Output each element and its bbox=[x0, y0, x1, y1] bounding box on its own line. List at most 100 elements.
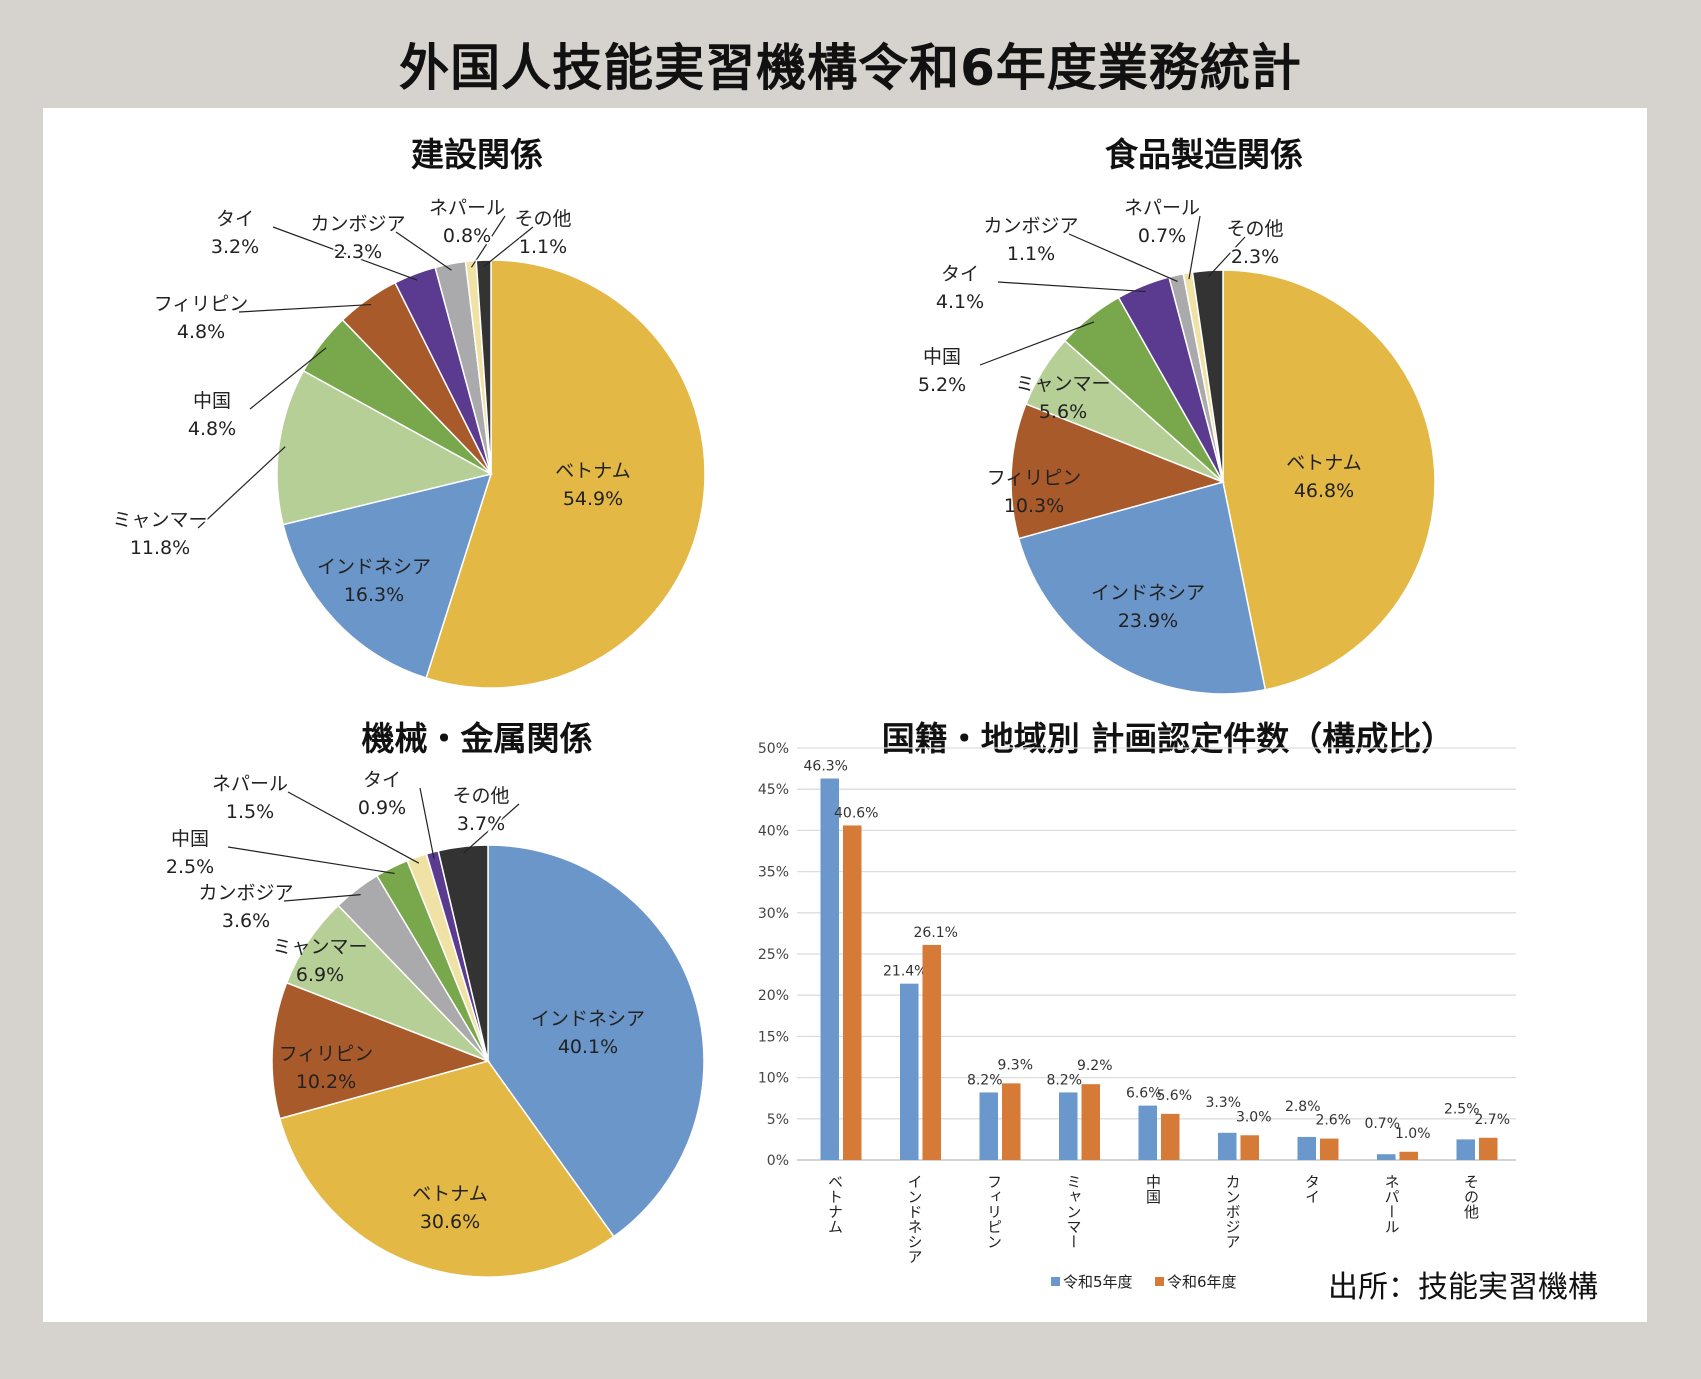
bar-r5 bbox=[1138, 1105, 1157, 1160]
pie-label-value: 23.9% bbox=[1118, 610, 1178, 632]
pie-label-name: インドネシア bbox=[1091, 582, 1205, 604]
bar-chart-title: 国籍・地域別 計画認定件数（構成比） bbox=[882, 719, 1455, 758]
x-category-label: その他 bbox=[1462, 1174, 1480, 1220]
bar-r5 bbox=[1456, 1139, 1475, 1160]
pie-label-value: 11.8% bbox=[130, 537, 190, 559]
pie-title-construction: 建設関係 bbox=[411, 135, 543, 174]
bar-r6 bbox=[1320, 1138, 1339, 1160]
legend-label: 令和5年度 bbox=[1063, 1273, 1133, 1291]
data-label: 46.3% bbox=[804, 758, 848, 774]
leader-line bbox=[249, 347, 327, 410]
x-category-label: タイ bbox=[1303, 1174, 1321, 1204]
pie-label-name: その他 bbox=[1226, 218, 1283, 240]
main-title: 外国人技能実習機構令和6年度業務統計 bbox=[399, 39, 1302, 97]
pie-label-name: ミャンマー bbox=[112, 509, 207, 531]
pie-label-name: フィリピン bbox=[279, 1043, 374, 1065]
pie-label-value: 46.8% bbox=[1294, 480, 1354, 502]
leader-line bbox=[979, 321, 1095, 366]
data-label: 2.5% bbox=[1444, 1101, 1480, 1117]
pie-slice bbox=[1017, 481, 1267, 695]
pie-label-name: インドネシア bbox=[531, 1008, 645, 1030]
bar-r6 bbox=[922, 944, 941, 1160]
x-category-label: カンボジア bbox=[1224, 1174, 1242, 1249]
data-label: 0.7% bbox=[1364, 1116, 1400, 1132]
source-note: 出所：技能実習機構 bbox=[1328, 1270, 1598, 1305]
bar-r6 bbox=[1002, 1083, 1021, 1160]
pie-label-value: 3.6% bbox=[222, 910, 270, 932]
leader-line bbox=[483, 226, 534, 268]
leader-line bbox=[395, 231, 452, 271]
pie-label-name: カンボジア bbox=[310, 213, 405, 235]
y-tick-label: 10% bbox=[758, 1071, 789, 1087]
pie-chart-1: ベトナム 46.8% インドネシア 23.9% フィリピン 10.3% ミャンマー 5.6% 中… bbox=[916, 195, 1436, 695]
bar-r5 bbox=[1377, 1154, 1396, 1160]
pie-label-value: 5.2% bbox=[918, 374, 966, 396]
data-label: 2.8% bbox=[1285, 1099, 1321, 1115]
leader-line bbox=[227, 846, 395, 875]
pie-slice bbox=[1010, 402, 1226, 540]
bar-r5 bbox=[1059, 1092, 1078, 1160]
y-tick-label: 15% bbox=[758, 1029, 789, 1045]
pie-label-value: 54.9% bbox=[563, 488, 623, 510]
bar-r6 bbox=[1399, 1151, 1418, 1160]
data-label: 9.2% bbox=[1077, 1058, 1113, 1074]
data-label: 3.0% bbox=[1236, 1109, 1272, 1125]
pie-label-name: 中国 bbox=[193, 390, 231, 412]
pie-label-name: フィリピン bbox=[987, 467, 1082, 489]
pie-label-value: 4.1% bbox=[936, 291, 984, 313]
pie-chart-2: インドネシア 40.1% ベトナム 30.6% フィリピン 10.2% ミャンマー 6.9% カ… bbox=[164, 767, 705, 1278]
legend-label: 令和6年度 bbox=[1167, 1273, 1237, 1291]
pie-label-value: 4.8% bbox=[177, 321, 225, 343]
x-category-label: インドネシア bbox=[906, 1174, 924, 1264]
pie-slice bbox=[282, 472, 493, 679]
bar-r5 bbox=[1218, 1132, 1237, 1160]
pie-label-value: 10.3% bbox=[1004, 495, 1064, 517]
data-label: 40.6% bbox=[834, 805, 878, 821]
pie-label-value: 0.7% bbox=[1138, 225, 1186, 247]
x-category-label: フィリピン bbox=[985, 1174, 1003, 1249]
pie-label-name: ネパール bbox=[429, 197, 505, 219]
pie-title-food: 食品製造関係 bbox=[1105, 135, 1303, 174]
data-label: 3.3% bbox=[1205, 1095, 1241, 1111]
pie-label-name: 中国 bbox=[923, 346, 961, 368]
y-tick-label: 5% bbox=[767, 1112, 789, 1128]
x-category-label: ネパール bbox=[1383, 1174, 1401, 1234]
pie-label-name: ベトナム bbox=[1286, 452, 1361, 474]
pie-slice bbox=[487, 844, 705, 1238]
y-tick-label: 35% bbox=[758, 865, 789, 881]
pie-label-name: カンボジア bbox=[198, 882, 293, 904]
pie-label-name: タイ bbox=[216, 208, 254, 230]
leader-line bbox=[997, 281, 1146, 293]
pie-title-machinery: 機械・金属関係 bbox=[362, 719, 593, 758]
leader-line bbox=[238, 303, 372, 313]
y-tick-label: 0% bbox=[767, 1153, 789, 1169]
pie-label-name: ベトナム bbox=[412, 1183, 487, 1205]
bar-r6 bbox=[843, 825, 862, 1160]
pie-label-value: 5.6% bbox=[1039, 401, 1087, 423]
data-label: 8.2% bbox=[1046, 1072, 1082, 1088]
pie-slice bbox=[437, 844, 489, 1062]
pie-label-name: ネパール bbox=[1124, 197, 1200, 219]
pie-slice bbox=[1222, 269, 1436, 691]
pie-label-value: 0.9% bbox=[358, 797, 406, 819]
leader-line bbox=[272, 226, 418, 281]
y-tick-label: 40% bbox=[758, 823, 789, 839]
leader-line bbox=[1068, 233, 1178, 283]
y-tick-label: 30% bbox=[758, 906, 789, 922]
pie-slice bbox=[475, 259, 492, 475]
pie-label-value: 1.1% bbox=[1007, 243, 1055, 265]
bar-r5 bbox=[820, 778, 839, 1160]
bar-r5 bbox=[1297, 1136, 1316, 1160]
data-label: 5.6% bbox=[1156, 1088, 1192, 1104]
y-tick-label: 25% bbox=[758, 947, 789, 963]
pie-label-name: ネパール bbox=[212, 773, 288, 795]
leader-line bbox=[1207, 236, 1246, 278]
pie-label-name: カンボジア bbox=[983, 215, 1078, 237]
legend-swatch bbox=[1155, 1277, 1164, 1286]
data-label: 6.6% bbox=[1126, 1086, 1162, 1102]
bar-r6 bbox=[1081, 1084, 1100, 1160]
leader-line bbox=[283, 894, 361, 902]
leader-line bbox=[419, 787, 435, 859]
leader-line bbox=[197, 446, 286, 529]
